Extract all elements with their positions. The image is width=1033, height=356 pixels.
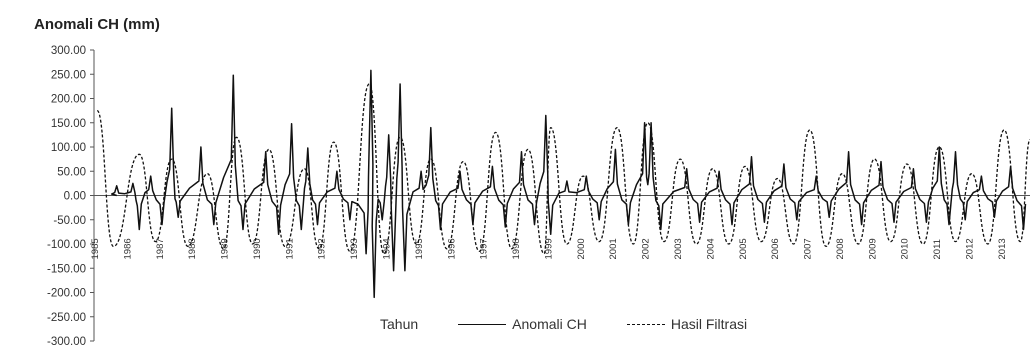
series-line-anomali-ch <box>110 69 1027 299</box>
x-tick-label: 2003 <box>673 238 684 259</box>
y-tick-label: 150.00 <box>51 118 86 130</box>
x-tick-label: 2000 <box>576 238 587 259</box>
x-tick-label: 2011 <box>932 239 943 259</box>
x-tick-label: 2010 <box>900 238 911 259</box>
x-tick-label: 2013 <box>997 238 1008 259</box>
x-tick-label: 1987 <box>155 238 166 259</box>
y-tick-label: -50.00 <box>53 215 86 227</box>
y-tick-label: -200.00 <box>47 288 86 300</box>
legend-swatch-solid <box>458 323 507 325</box>
x-tick-label: 2005 <box>738 238 749 259</box>
x-tick-label: 1996 <box>446 238 457 259</box>
x-tick-label: 2007 <box>803 238 814 259</box>
legend-item-filtrasi: Hasil Filtrasi <box>626 316 748 332</box>
x-axis: 1985 1986 1987 1988 1989 1990 1991 1992 1993 1994… <box>90 195 1030 260</box>
x-tick-label: 1993 <box>349 238 360 259</box>
x-tick-label: 1995 <box>414 238 425 259</box>
x-tick-label: 1992 <box>317 238 328 259</box>
y-tick-label: 250.00 <box>51 69 86 81</box>
legend-label-anomali: Anomali CH <box>512 316 587 332</box>
x-tick-label: 1986 <box>122 238 133 259</box>
x-tick-label: 2009 <box>867 238 878 259</box>
x-tick-label: 1985 <box>90 238 101 259</box>
y-tick-label: 0.00 <box>64 191 86 203</box>
legend-item-anomali: Anomali CH <box>458 316 587 332</box>
y-tick-label: -300.00 <box>47 336 86 348</box>
x-tick-label: 1994 <box>381 238 392 259</box>
chart-title: Anomali CH (mm) <box>34 16 160 33</box>
y-tick-label: -250.00 <box>47 312 86 324</box>
y-tick-label: -150.00 <box>47 263 86 275</box>
x-tick-label: 1989 <box>220 238 231 259</box>
x-tick-label: 2008 <box>835 238 846 259</box>
x-tick-label: 2001 <box>608 238 619 259</box>
x-tick-label: 1998 <box>511 238 522 259</box>
y-tick-label: 100.00 <box>51 142 86 154</box>
series-line-hasil-filtrasi <box>96 83 1031 255</box>
x-tick-label: 2004 <box>705 238 716 259</box>
x-tick-label: 2006 <box>770 238 781 259</box>
y-tick-label: 50.00 <box>57 166 86 178</box>
legend: Tahun Anomali CH Hasil Filtrasi <box>380 316 747 332</box>
y-axis: 300.00 250.00 200.00 150.00 100.00 50.00 0.00 -… <box>47 45 95 348</box>
x-tick-label: 2002 <box>641 238 652 259</box>
x-axis-label: Tahun <box>380 316 419 332</box>
x-tick-label: 1990 <box>252 238 263 259</box>
x-tick-label: 1991 <box>284 238 295 259</box>
x-tick-label: 2012 <box>964 238 975 259</box>
y-tick-label: 300.00 <box>51 45 86 57</box>
x-tick-label: 1999 <box>543 238 554 259</box>
y-tick-label: 200.00 <box>51 94 86 106</box>
series-layer <box>96 69 1031 299</box>
legend-label-filtrasi: Hasil Filtrasi <box>670 316 748 332</box>
x-tick-label: 1997 <box>479 238 490 259</box>
x-tick-label: 1988 <box>187 238 198 259</box>
legend-swatch-dashed <box>626 323 665 325</box>
y-tick-label: -100.00 <box>47 239 86 251</box>
